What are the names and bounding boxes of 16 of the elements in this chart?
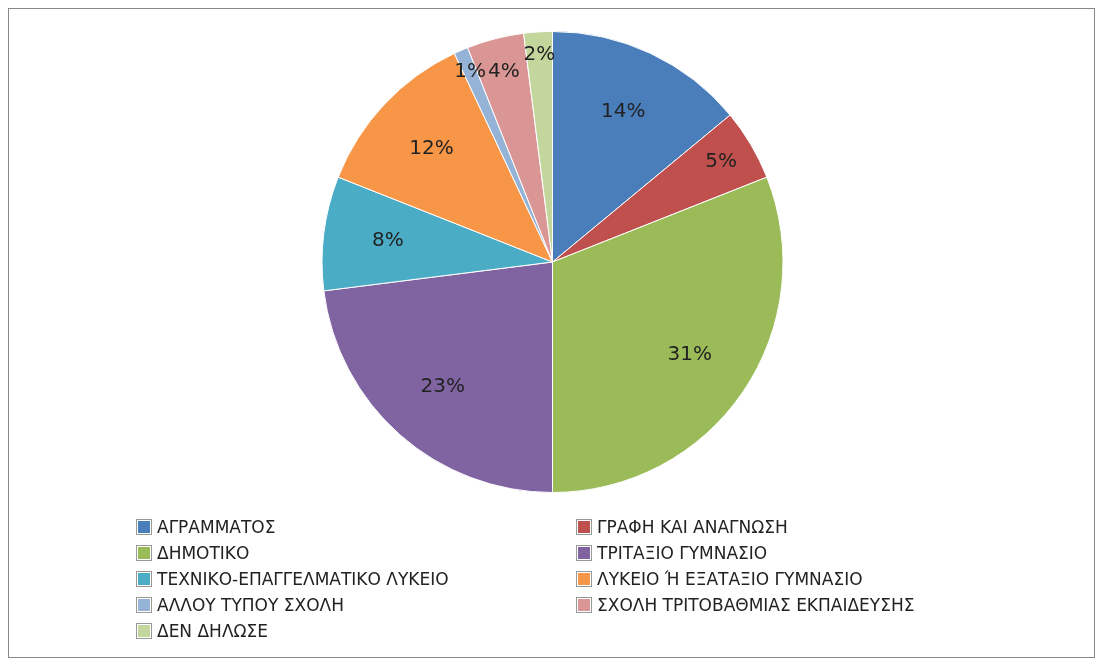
legend-label: ΑΛΛΟΥ ΤΥΠΟΥ ΣΧΟΛΗ bbox=[157, 595, 344, 615]
data-label: 5% bbox=[705, 148, 738, 173]
legend-label: ΛΥΚΕΙΟ Ή ΕΞΑΤΑΞΙΟ ΓΥΜΝΑΣΙΟ bbox=[597, 569, 863, 589]
legend-label: ΓΡΑΦΗ ΚΑΙ ΑΝΑΓΝΩΣΗ bbox=[597, 517, 788, 537]
data-label: 12% bbox=[409, 134, 454, 159]
data-label: 4% bbox=[487, 58, 520, 83]
data-label: 14% bbox=[600, 98, 646, 123]
legend-label: ΣΧΟΛΗ ΤΡΙΤΟΒΑΘΜΙΑΣ ΕΚΠΑΙΔΕΥΣΗΣ bbox=[597, 595, 915, 615]
legend-label: ΔΕΝ ΔΗΛΩΣΕ bbox=[157, 621, 269, 641]
legend-label: ΑΓΡΑΜΜΑΤΟΣ bbox=[157, 517, 276, 537]
data-label: 31% bbox=[667, 341, 712, 366]
data-label: 8% bbox=[371, 227, 404, 252]
data-label: 23% bbox=[420, 372, 465, 397]
legend-label: ΔΗΜΟΤΙΚΟ bbox=[157, 543, 250, 563]
legend-label: ΤΕΧΝΙΚΟ-ΕΠΑΓΓΕΛΜΑΤΙΚΟ ΛΥΚΕΙΟ bbox=[157, 569, 449, 589]
legend-label: ΤΡΙΤΑΞΙΟ ΓΥΜΝΑΣΙΟ bbox=[597, 543, 768, 563]
